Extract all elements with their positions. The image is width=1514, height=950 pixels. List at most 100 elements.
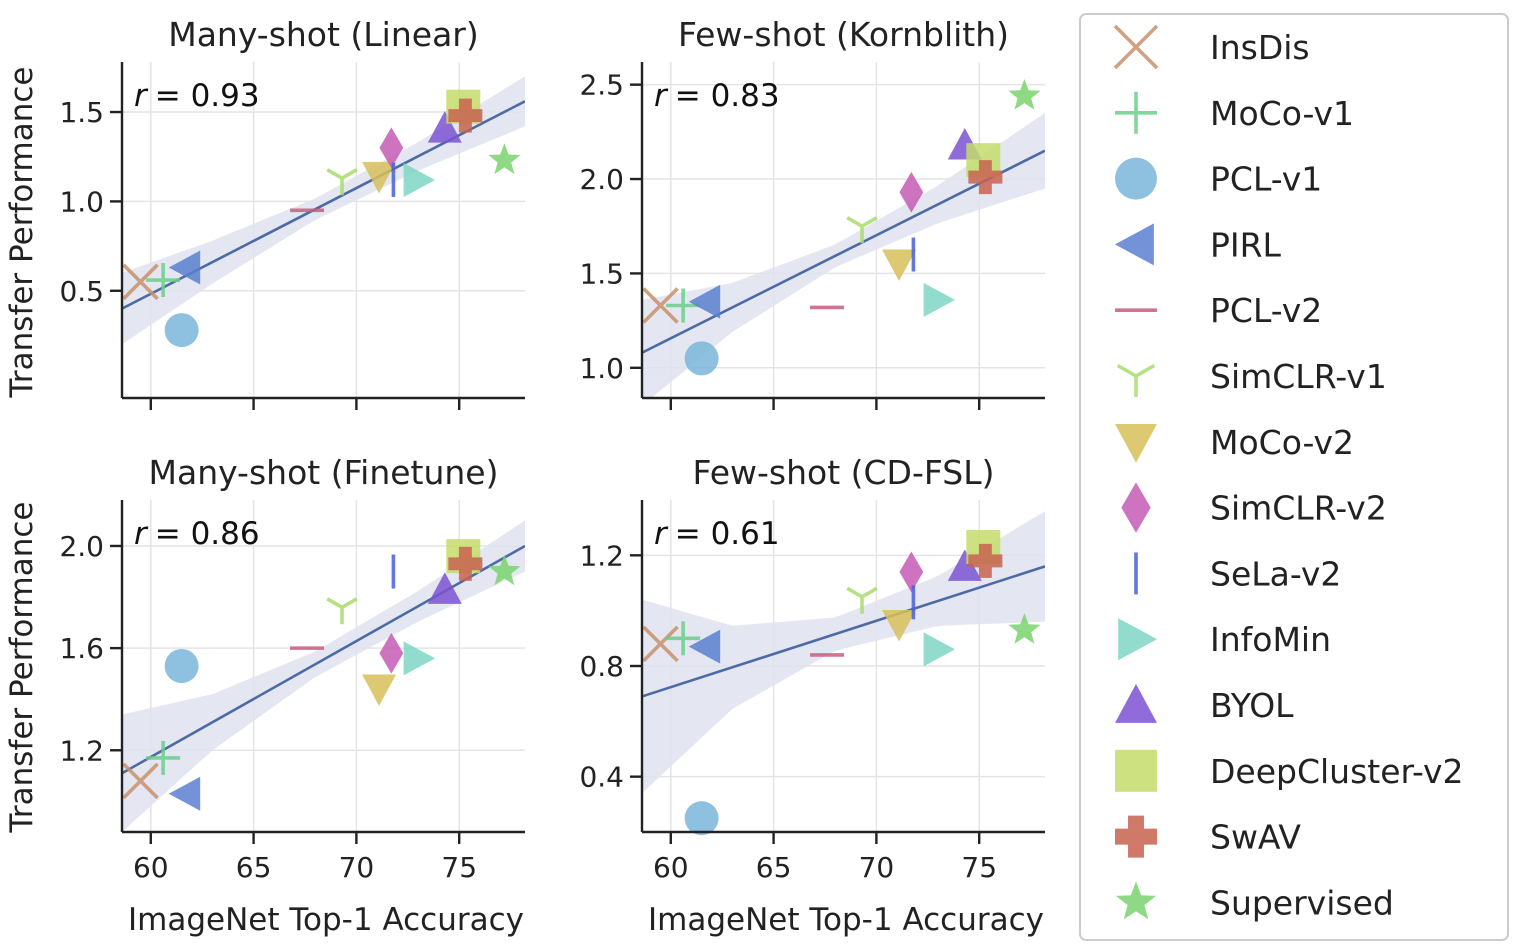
point-pirl [168, 776, 201, 811]
point-simclr-v2 [379, 632, 404, 674]
legend-item-swav: SwAV [1115, 815, 1301, 858]
legend-label: SimCLR-v2 [1210, 489, 1387, 528]
point-infomin [923, 282, 956, 317]
point-insdis [642, 625, 679, 663]
legend-label: PIRL [1210, 225, 1282, 264]
point-moco-v2 [882, 249, 917, 281]
panel-1: 1.0 1.5 2.0 2.5 Few-shot (Kornblith) r = 0.83 [579, 15, 1045, 410]
point-swav [968, 160, 1003, 195]
legend-label: InfoMin [1210, 620, 1331, 659]
point-simclr-v2 [379, 127, 404, 169]
legend-item-sela-v2: SeLa-v2 [1134, 552, 1341, 595]
x-tick-label: 75 [961, 851, 997, 884]
point-moco-v1 [666, 288, 701, 323]
point-supervised [1008, 613, 1041, 644]
legend-label: SimCLR-v1 [1210, 357, 1387, 396]
point-byol [427, 572, 462, 604]
x-tick-label: 65 [756, 851, 792, 884]
legend-label: SeLa-v2 [1210, 554, 1341, 593]
y-tick-label: 1.2 [59, 734, 104, 767]
ylabel-bottom: Transfer Performance [4, 502, 40, 834]
legend-frame [1079, 13, 1509, 941]
legend-label: InsDis [1210, 28, 1310, 67]
chart-panels: 0.5 1.0 1.5 Many-shot (Linear) r = 0.93 1.0 1.5… [59, 15, 1045, 884]
point-swav [448, 546, 483, 581]
y-tick-label: 1.0 [59, 185, 104, 218]
legend-item-moco-v2: MoCo-v2 [1115, 423, 1354, 463]
legend-label: PCL-v1 [1210, 160, 1322, 199]
point-insdis [642, 287, 679, 324]
point-simclr-v1 [326, 168, 358, 196]
point-swav [448, 98, 483, 133]
y-tick-label: 1.0 [579, 352, 624, 385]
point-moco-v2 [882, 610, 917, 642]
point-pcl-v1 [164, 313, 199, 348]
legend: InsDis MoCo-v1 PCL-v1 PIRL PCL-v2 SimCLR-v1 Mo… [1079, 13, 1509, 941]
regression-line [642, 565, 1045, 698]
point-pcl-v1 [684, 801, 719, 836]
point-infomin [923, 632, 956, 667]
legend-item-pcl-v1: PCL-v1 [1115, 157, 1322, 200]
x-tick-label: 60 [133, 851, 169, 884]
point-pirl [168, 250, 201, 285]
legend-item-insdis: InsDis [1113, 24, 1310, 70]
xlabel-left: ImageNet Top-1 Accuracy [128, 902, 524, 938]
point-supervised [488, 554, 521, 586]
tri-down-icon [1116, 363, 1156, 397]
circle-icon [1115, 157, 1157, 200]
xlabel-right: ImageNet Top-1 Accuracy [648, 902, 1044, 938]
point-moco-v2 [362, 161, 397, 194]
point-simclr-v2 [899, 171, 924, 213]
legend-label: MoCo-v2 [1210, 423, 1354, 462]
point-simclr-v2 [899, 551, 924, 593]
legend-item-pcl-v2: PCL-v2 [1115, 291, 1322, 330]
y-tick-label: 0.4 [579, 761, 624, 794]
point-moco-v1 [666, 621, 701, 656]
x-tick-label: 60 [653, 851, 689, 884]
legend-label: SwAV [1210, 818, 1301, 857]
y-tick-label: 1.5 [59, 96, 104, 129]
point-infomin [403, 641, 436, 676]
triangle-right-icon [1118, 618, 1157, 661]
panel-title: Few-shot (Kornblith) [678, 15, 1009, 54]
point-simclr-v1 [846, 216, 878, 244]
plus-icon [1115, 91, 1157, 134]
x-icon [1113, 24, 1159, 70]
panel-title: Few-shot (CD-FSL) [693, 453, 995, 492]
y-tick-label: 1.5 [579, 257, 624, 290]
panel-title: Many-shot (Finetune) [149, 453, 499, 492]
y-tick-label: 2.5 [579, 69, 624, 102]
y-tick-label: 2.0 [59, 530, 104, 563]
point-simclr-v1 [326, 597, 358, 625]
point-pirl [688, 629, 721, 664]
point-simclr-v1 [846, 586, 878, 614]
legend-item-deepcluster-v2: DeepCluster-v2 [1115, 749, 1464, 792]
triangle-left-icon [1115, 223, 1154, 266]
point-byol [427, 111, 462, 143]
x-tick-label: 75 [441, 851, 477, 884]
point-byol [947, 549, 982, 581]
legend-item-infomin: InfoMin [1118, 618, 1331, 661]
correlation-label: r = 0.83 [654, 78, 780, 114]
correlation-label: r = 0.93 [134, 78, 260, 114]
correlation-label: r = 0.86 [134, 516, 260, 552]
x-tick-label: 70 [859, 851, 895, 884]
square-icon [1115, 749, 1157, 792]
point-pcl-v1 [684, 341, 719, 376]
legend-label: DeepCluster-v2 [1210, 752, 1464, 791]
legend-label: PCL-v2 [1210, 291, 1322, 330]
point-moco-v2 [362, 674, 397, 706]
point-insdis [122, 762, 159, 800]
triangle-down-icon [1115, 423, 1157, 463]
legend-item-moco-v1: MoCo-v1 [1115, 91, 1354, 134]
regression-line [122, 544, 525, 775]
correlation-label: r = 0.61 [654, 516, 780, 552]
triangle-up-icon [1115, 684, 1157, 723]
point-swav [968, 543, 1003, 578]
y-tick-label: 0.5 [59, 275, 104, 308]
point-moco-v1 [146, 263, 181, 298]
point-supervised [488, 143, 521, 175]
legend-item-simclr-v2: SimCLR-v2 [1121, 482, 1387, 533]
y-tick-label: 1.2 [579, 539, 624, 572]
